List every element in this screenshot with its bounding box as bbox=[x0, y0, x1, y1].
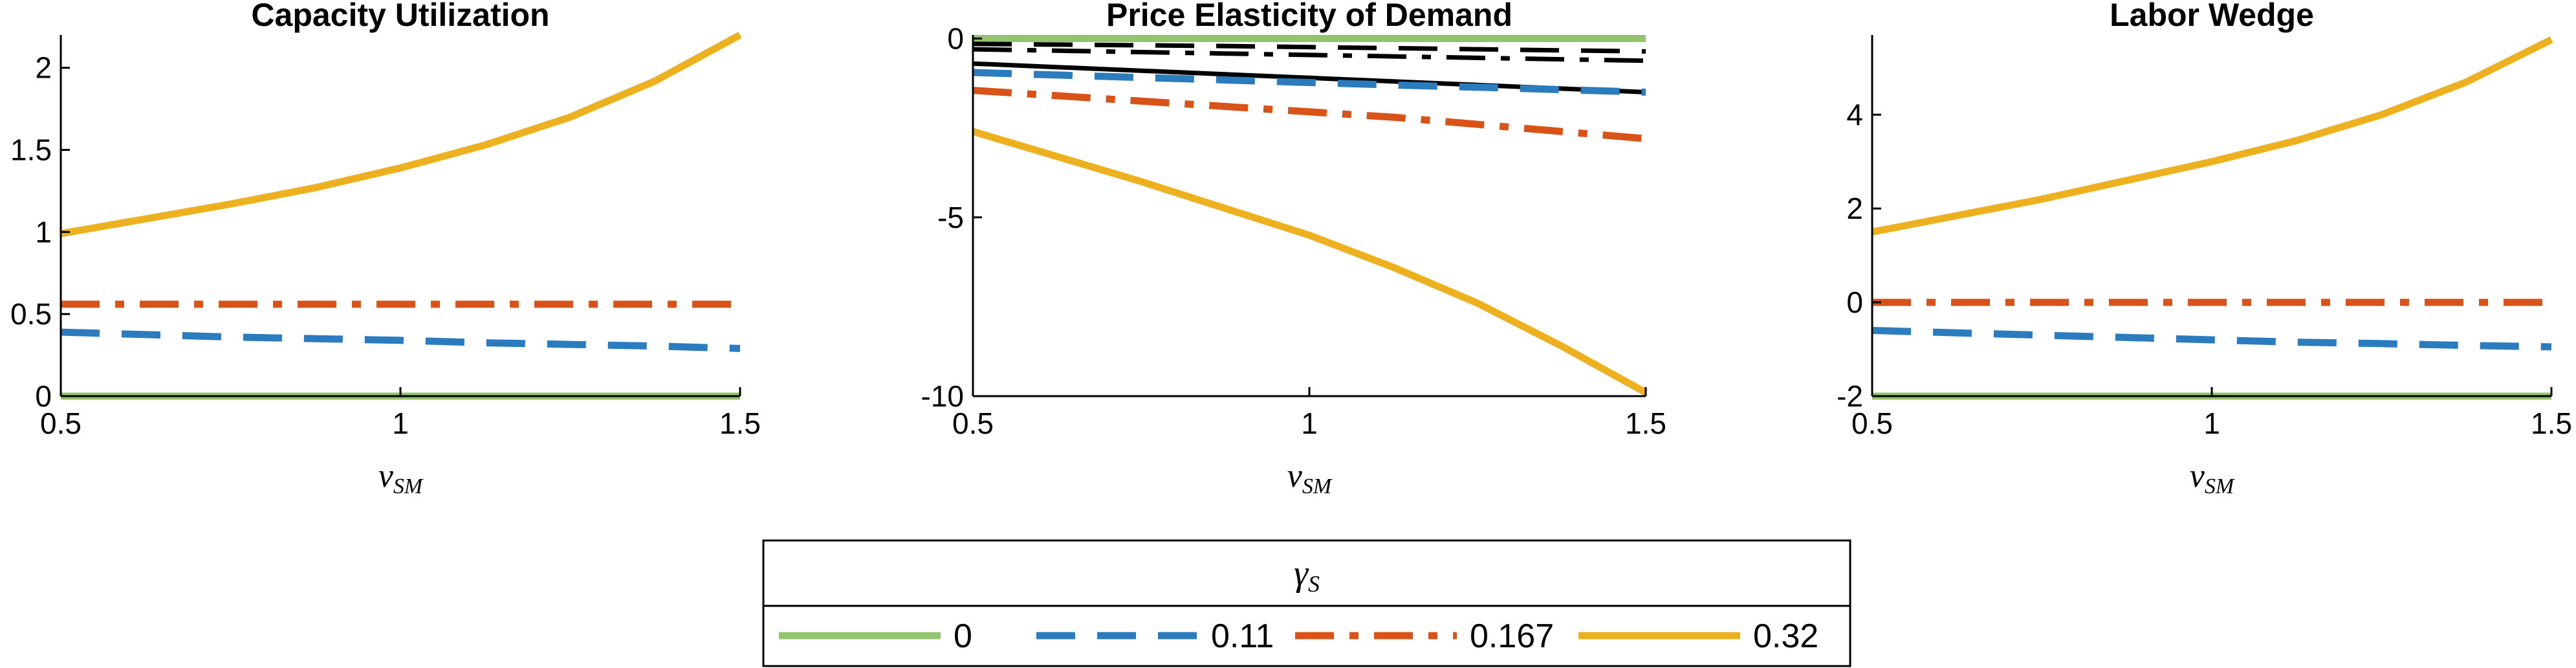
legend-label-0.32: 0.32 bbox=[1753, 618, 1818, 655]
series-line-0.32 bbox=[60, 32, 742, 238]
series-line-0.11 bbox=[60, 328, 741, 352]
x-axis-label: νSM bbox=[378, 458, 424, 498]
series-line-0.32 bbox=[1871, 36, 2553, 236]
series-line-0.11 bbox=[1872, 327, 2552, 351]
y-tick-label: 0.5 bbox=[10, 297, 52, 331]
series-line-0.32 bbox=[972, 128, 1648, 396]
legend-label-0.11: 0.11 bbox=[1211, 618, 1274, 655]
x-tick-label: 0.5 bbox=[1851, 406, 1893, 440]
y-tick-label: 2 bbox=[1846, 192, 1863, 225]
panel-title: Labor Wedge bbox=[2110, 0, 2314, 33]
panel-3: Labor Wedge 0.5 1 1.5 -2 0 2 4 νSM bbox=[1837, 0, 2572, 498]
panel-title: Price Elasticity of Demand bbox=[1106, 0, 1512, 33]
series-line-black-2 bbox=[972, 47, 1646, 63]
y-tick-label: -5 bbox=[937, 201, 964, 234]
x-tick-label: 1.5 bbox=[719, 406, 761, 440]
x-axis-label: νSM bbox=[2190, 458, 2235, 498]
y-tick-label: 1.5 bbox=[10, 133, 52, 167]
legend-label-0.167: 0.167 bbox=[1470, 618, 1554, 655]
x-tick-label: 1.5 bbox=[1625, 406, 1666, 440]
legend: γS0 0.11 0.167 0.32 bbox=[762, 539, 1851, 667]
series-line-0.167 bbox=[972, 87, 1646, 142]
series-line-black-1 bbox=[972, 41, 1646, 54]
x-tick-label: 1 bbox=[2203, 406, 2220, 440]
x-tick-label: 0.5 bbox=[952, 406, 994, 440]
panel-title: Capacity Utilization bbox=[251, 0, 549, 33]
x-tick-label: 1.5 bbox=[2531, 406, 2572, 440]
x-tick-label: 0.5 bbox=[40, 406, 82, 440]
panel-2: Price Elasticity of Demand 0.5 1 1.5 -10 -5 0 ν… bbox=[921, 0, 1666, 498]
y-tick-label: -2 bbox=[1837, 379, 1863, 413]
legend-label-0: 0 bbox=[954, 618, 972, 655]
x-tick-label: 1 bbox=[1301, 406, 1318, 440]
x-tick-label: 1 bbox=[392, 406, 409, 440]
y-tick-label: 0 bbox=[1846, 285, 1863, 319]
y-tick-label: 4 bbox=[1846, 98, 1863, 131]
y-tick-label: 2 bbox=[35, 51, 52, 85]
y-tick-label: 1 bbox=[35, 215, 52, 249]
y-tick-label: 0 bbox=[35, 379, 52, 413]
x-axis-label: νSM bbox=[1287, 458, 1333, 498]
y-tick-label: -10 bbox=[921, 379, 964, 413]
series-line-0.11 bbox=[972, 69, 1646, 96]
legend-box bbox=[762, 539, 1851, 667]
y-tick-label: 0 bbox=[947, 22, 964, 56]
